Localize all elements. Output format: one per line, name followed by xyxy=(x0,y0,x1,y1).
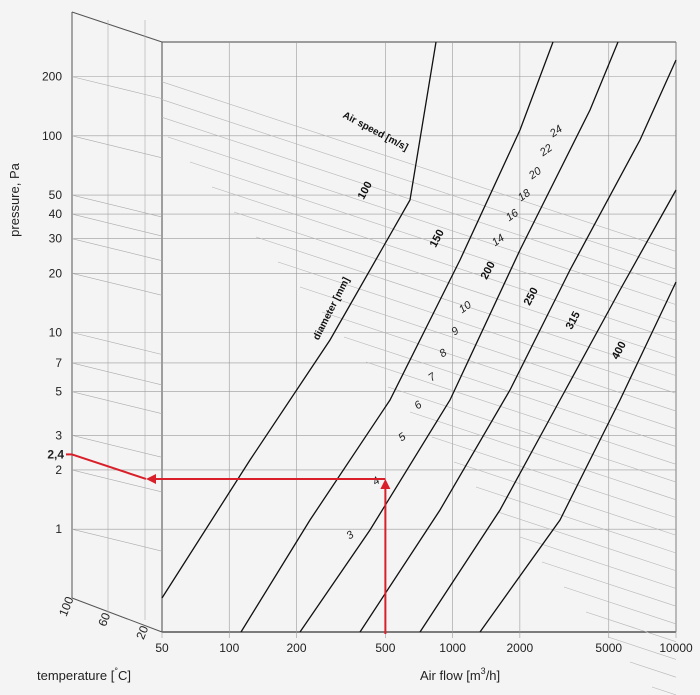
air-speed-line xyxy=(167,136,677,305)
temperature-tick-label: 20 xyxy=(133,623,151,641)
air-speed-line xyxy=(161,81,677,252)
highlight-path: 2,4 xyxy=(47,447,391,634)
y-tick-label: 100 xyxy=(42,129,62,143)
temp-correction-line xyxy=(71,135,163,159)
temp-correction-line xyxy=(71,435,163,458)
air-speed-line xyxy=(161,116,677,288)
grid-layer xyxy=(72,41,677,638)
y-tick-label: 2 xyxy=(55,463,62,477)
temperature-tick-label: 60 xyxy=(95,610,113,628)
temperature-panel xyxy=(71,11,163,633)
air-speed-line xyxy=(475,486,677,554)
y-tick-label: 20 xyxy=(49,266,63,280)
diameter-curve-250 xyxy=(359,59,677,633)
temp-correction-line xyxy=(71,528,163,552)
air-speed-line xyxy=(607,636,677,660)
x-tick-label: 100 xyxy=(219,641,239,655)
y-tick-label: 3 xyxy=(55,428,62,442)
air-speed-line xyxy=(189,161,677,323)
diameter-curve-100 xyxy=(161,41,437,599)
x-axis-title: Air flow [m3/h] xyxy=(420,666,500,683)
air-speed-label: 14 xyxy=(490,232,507,249)
air-speed-label: 9 xyxy=(449,325,461,338)
temp-correction-line xyxy=(71,76,163,99)
temp-correction-line xyxy=(71,194,163,218)
x-tick-label: 50 xyxy=(155,641,169,655)
air-speed-line xyxy=(453,461,677,536)
y-tick-label: 7 xyxy=(55,356,62,370)
air-speed-line xyxy=(519,536,677,589)
x-tick-label: 5000 xyxy=(595,641,622,655)
air-speed-line xyxy=(431,436,677,518)
x-tick-label: 10000 xyxy=(659,641,693,655)
air-speed-line xyxy=(321,311,677,430)
highlight-corrected-pressure-label: 2,4 xyxy=(47,447,64,461)
air-speed-line xyxy=(161,99,677,270)
air-speed-line xyxy=(585,611,677,642)
highlight-temp-correction-line xyxy=(71,453,147,480)
air-speed-line xyxy=(651,686,677,695)
air-speed-line xyxy=(541,561,677,607)
x-tick-label: 1000 xyxy=(439,641,466,655)
air-speed-line xyxy=(563,586,677,625)
diameter-curve-400 xyxy=(479,281,677,633)
temp-correction-line xyxy=(71,273,163,296)
x-tick-label: 200 xyxy=(286,641,306,655)
y-tick-label: 10 xyxy=(49,326,63,340)
air-speed-line xyxy=(277,261,677,394)
air-speed-line xyxy=(497,511,677,572)
diameter-curve-315 xyxy=(419,189,677,633)
air-speed-line xyxy=(211,186,677,341)
y-tick-label: 1 xyxy=(55,522,62,536)
highlight-airflow-arrowhead xyxy=(380,478,391,489)
temp-correction-line xyxy=(71,391,163,414)
air-speed-label: 4 xyxy=(370,475,382,488)
temp-correction-line xyxy=(71,469,163,493)
x-tick-label: 2000 xyxy=(507,641,534,655)
diameter-curve-200 xyxy=(299,41,619,633)
air-speed-lines xyxy=(161,81,677,695)
temp-correction-line xyxy=(71,238,163,261)
temp-correction-line xyxy=(71,332,163,355)
air-speed-line xyxy=(629,661,677,678)
air-speed-line xyxy=(299,286,677,412)
air-speed-line xyxy=(409,411,677,501)
air-speed-line xyxy=(365,361,677,465)
y-tick-label: 200 xyxy=(42,70,62,84)
x-tick-label: 500 xyxy=(375,641,395,655)
highlight-pressure-arrowhead xyxy=(146,473,156,484)
temp-correction-line xyxy=(71,213,163,237)
air-speed-line xyxy=(233,211,677,359)
y-tick-label: 40 xyxy=(49,207,63,221)
diameter-curve-150 xyxy=(240,41,554,633)
y-tick-label: 50 xyxy=(49,188,63,202)
temperature-axis-title: temperature [°C] xyxy=(37,666,131,683)
air-speed-line xyxy=(255,236,677,376)
temp-panel-bottom-edge xyxy=(71,597,163,633)
air-speed-line xyxy=(343,336,677,447)
temp-panel-top-edge xyxy=(71,11,163,43)
y-tick-label: 30 xyxy=(49,232,63,246)
temp-correction-line xyxy=(71,362,163,386)
diameter-lines xyxy=(161,41,677,633)
y-tick-label: 5 xyxy=(55,385,62,399)
air-speed-line xyxy=(387,386,677,483)
y-axis-title: pressure, Pa xyxy=(7,162,22,236)
